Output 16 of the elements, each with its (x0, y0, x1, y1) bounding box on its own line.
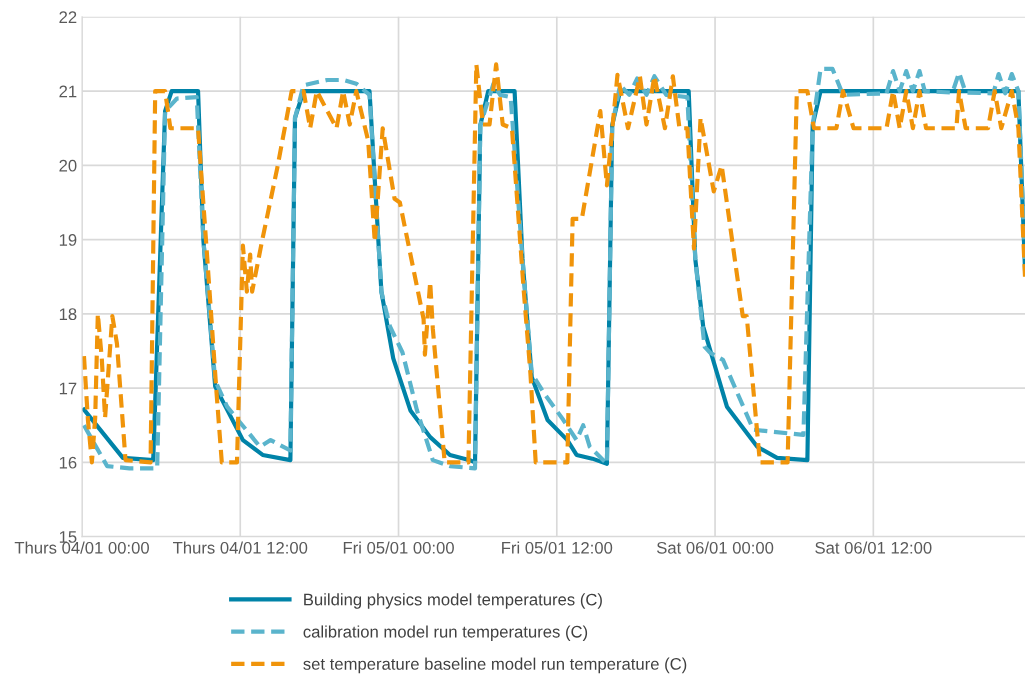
legend-label: calibration model run temperatures (C) (303, 625, 588, 641)
y-tick-label: 21 (59, 85, 77, 98)
y-tick-label: 20 (59, 159, 77, 172)
x-tick-label: Sat 06/01 12:00 (815, 541, 932, 554)
y-tick-label: 15 (59, 531, 77, 543)
legend-label: set temperature baseline model run temperature (C) (303, 657, 687, 674)
x-tick-label: Fri 05/01 12:00 (502, 541, 613, 554)
legend-label: Building physics model temperatures (C) (304, 593, 602, 609)
y-tick-label: 17 (59, 382, 77, 395)
x-tick-label: Fri 05/01 00:00 (343, 541, 454, 554)
x-tick-label: Thurs 04/01 12:00 (173, 541, 308, 554)
y-tick-label: 18 (59, 308, 77, 321)
y-tick-label: 19 (59, 234, 77, 246)
y-tick-label: 22 (59, 11, 77, 23)
x-tick-label: Sat 06/01 00:00 (656, 541, 774, 554)
y-tick-label: 16 (59, 456, 77, 469)
